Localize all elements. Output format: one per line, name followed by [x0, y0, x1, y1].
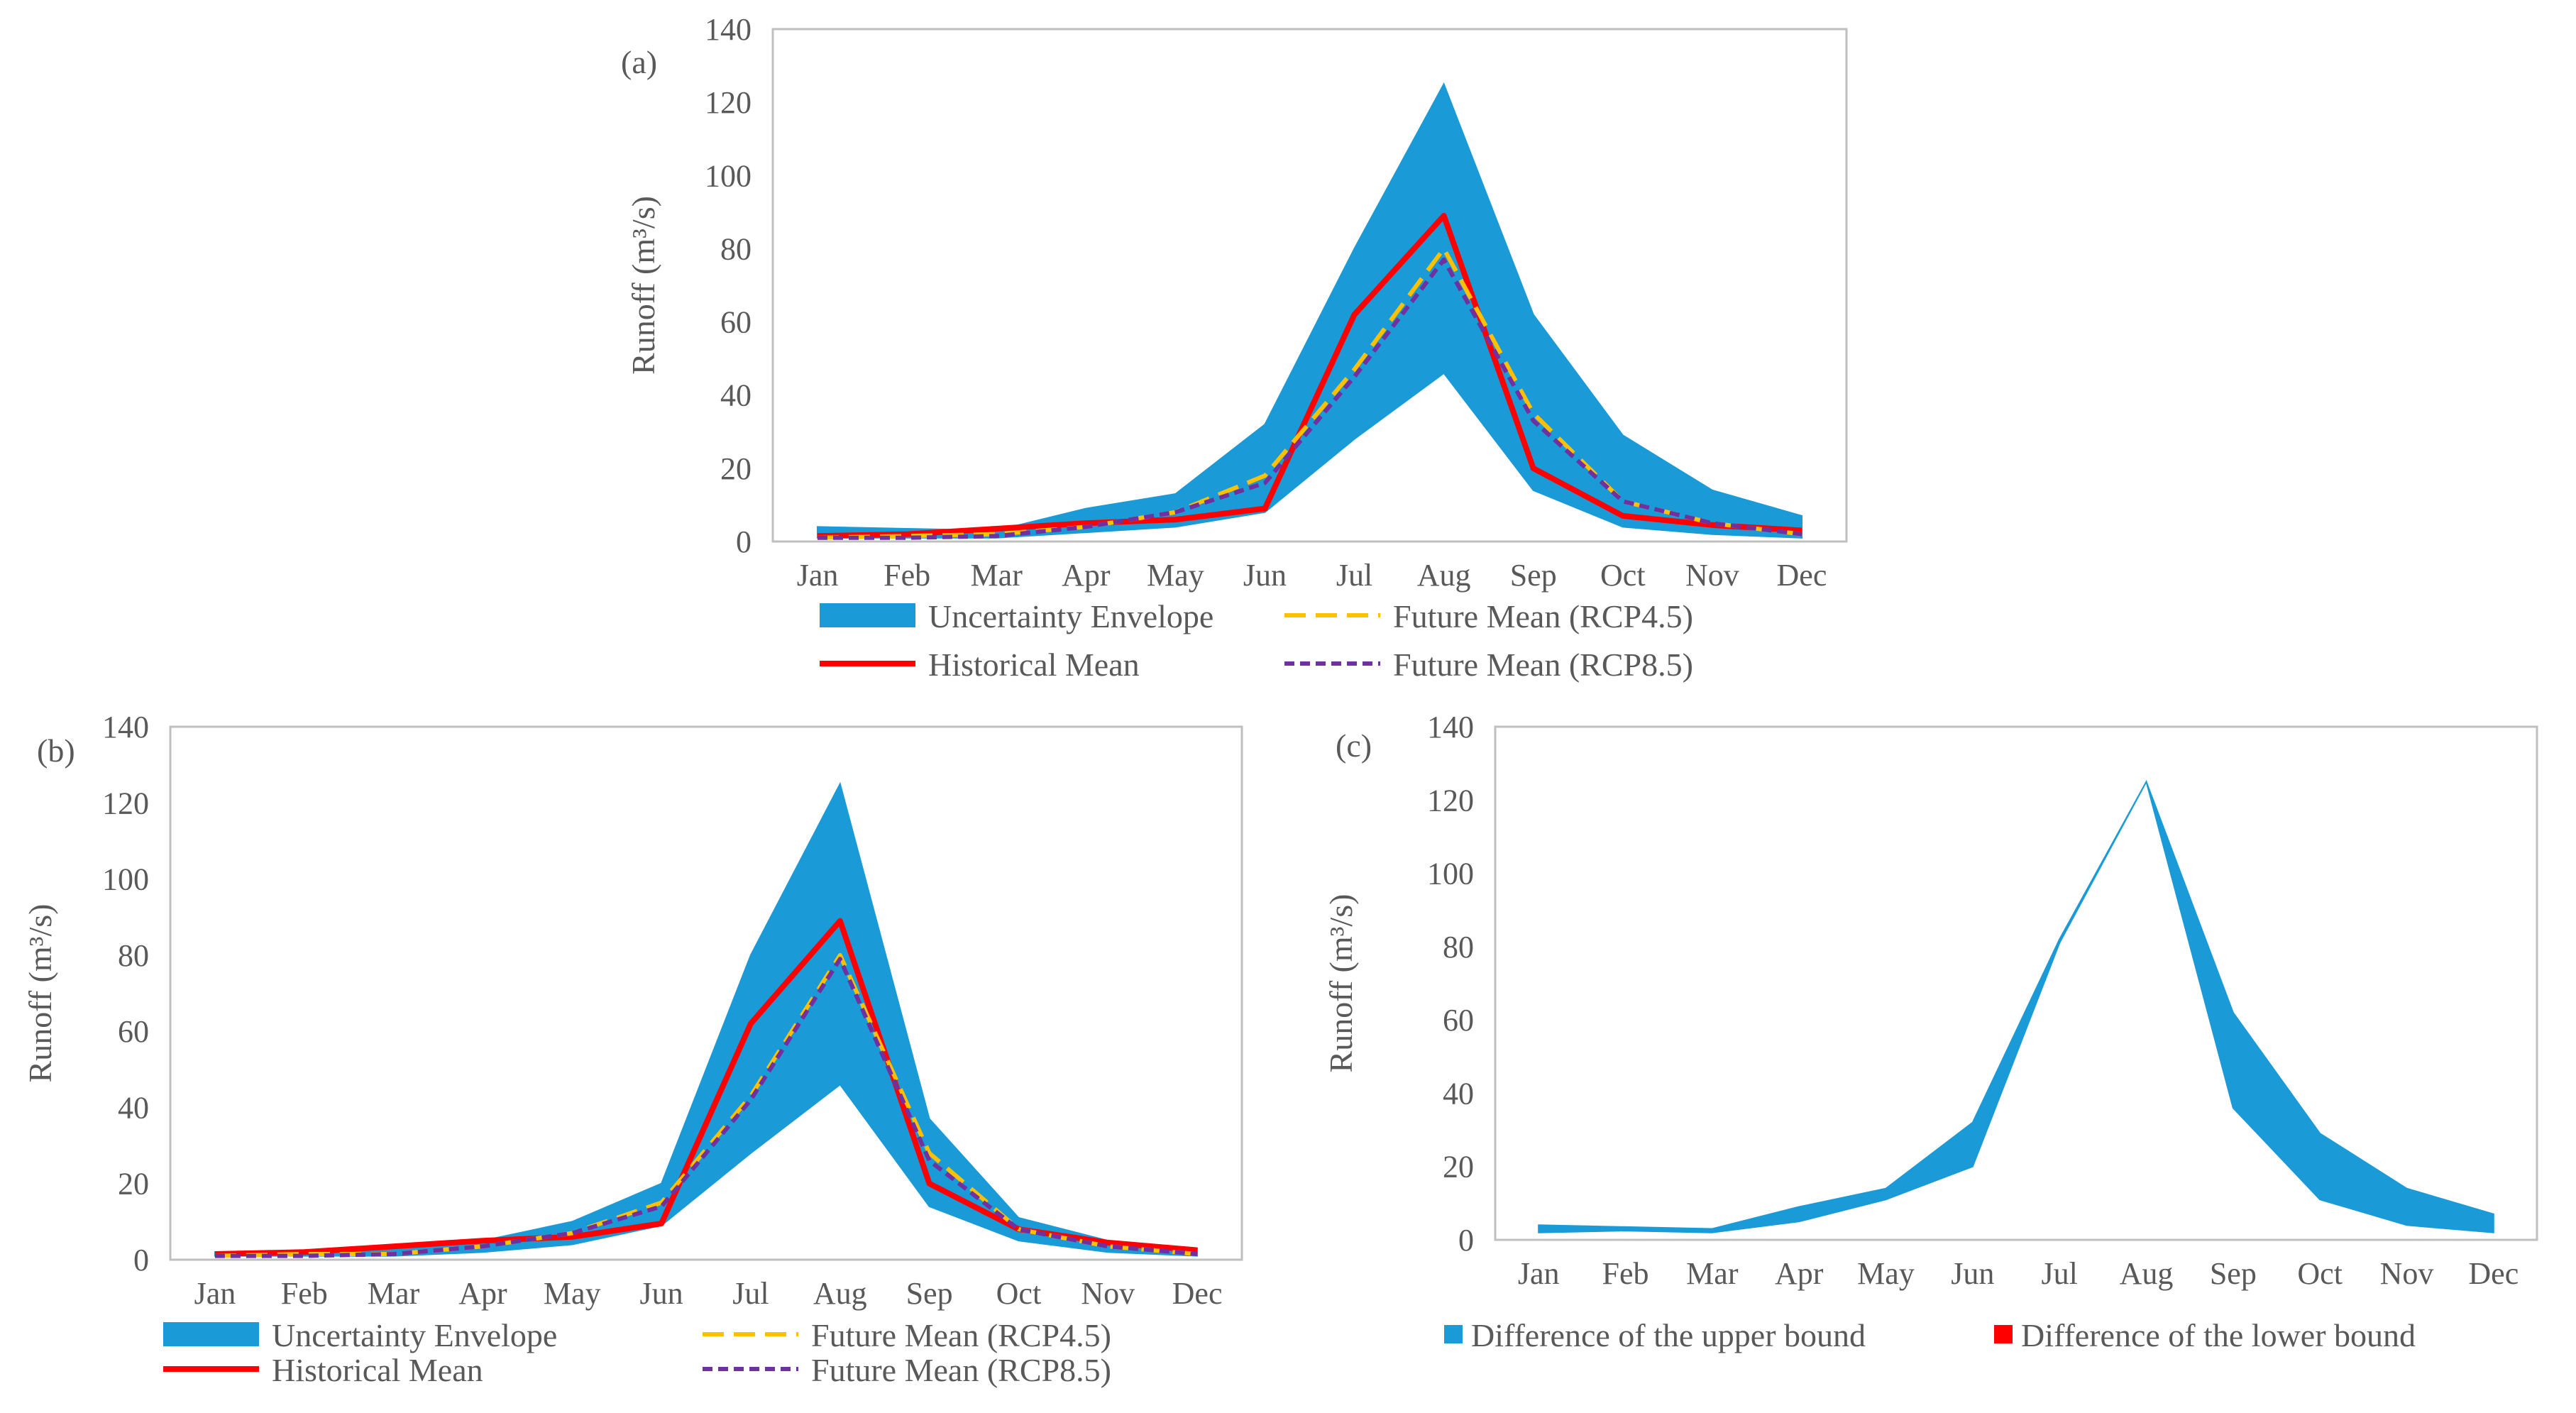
y-axis-title: Runoff (m³/s)	[625, 196, 661, 375]
y-tick-label: 20	[1443, 1150, 1474, 1184]
panel-label: (c)	[1336, 727, 1372, 764]
x-tick-label: Feb	[281, 1276, 328, 1311]
x-tick-label: Sep	[906, 1276, 953, 1311]
series-line-future-mean-rcp8-5-	[818, 257, 1802, 540]
x-tick-label: Dec	[1172, 1276, 1223, 1311]
plot-area	[169, 725, 1243, 1261]
y-tick-label: 80	[720, 231, 752, 266]
legend-label: Future Mean (RCP4.5)	[1393, 598, 1693, 634]
y-tick-label: 60	[1443, 1003, 1474, 1038]
x-tick-label: Oct	[2297, 1256, 2343, 1291]
y-tick-label: 120	[705, 85, 752, 120]
legend-label: Future Mean (RCP4.5)	[811, 1317, 1111, 1353]
x-tick-label: May	[544, 1276, 601, 1311]
y-tick-label: 40	[720, 378, 752, 413]
x-tick-label: Jun	[1243, 558, 1287, 593]
legend-label: Future Mean (RCP8.5)	[1393, 647, 1693, 683]
plot-area	[1494, 725, 2538, 1241]
x-tick-label: Mar	[1686, 1256, 1739, 1291]
x-tick-label: Jul	[732, 1276, 769, 1311]
legend-label: Historical Mean	[272, 1352, 483, 1388]
x-tick-label: Aug	[813, 1276, 867, 1311]
x-tick-label: Mar	[971, 558, 1023, 593]
y-tick-label: 80	[118, 938, 149, 973]
y-tick-label: 140	[1427, 710, 1474, 744]
y-tick-label: 0	[736, 524, 752, 559]
x-tick-label: Nov	[2380, 1256, 2434, 1291]
legend-label: Difference of the lower bound	[2021, 1317, 2416, 1353]
uncertainty-envelope-area	[817, 82, 1802, 539]
y-tick-label: 100	[102, 862, 149, 897]
y-tick-label: 20	[720, 451, 752, 486]
y-tick-label: 60	[720, 305, 752, 340]
x-tick-label: Apr	[1062, 558, 1111, 593]
legend-label: Historical Mean	[928, 647, 1140, 683]
series-line-future-mean-rcp8-5-	[214, 957, 1198, 1258]
x-tick-label: Jan	[1518, 1256, 1560, 1291]
legend-swatch-square	[1444, 1325, 1463, 1343]
x-tick-label: Jan	[194, 1276, 236, 1311]
panel-b: (b) 0 20 40 60 80 100 120 140 Runoff (m³/s) Jan Feb…	[22, 710, 1243, 1388]
x-tick-label: Sep	[2210, 1256, 2257, 1291]
x-tick-label: Nov	[1685, 558, 1739, 593]
panel-label: (b)	[37, 732, 75, 769]
y-tick-label: 60	[118, 1014, 149, 1049]
y-tick-label: 20	[118, 1167, 149, 1202]
x-tick-label: Jul	[1336, 558, 1372, 593]
difference-band-0	[1538, 779, 2494, 1233]
x-tick-label: Jun	[640, 1276, 683, 1311]
x-tick-label: Oct	[1600, 558, 1646, 593]
panel-c: (c) 0 20 40 60 80 100 120 140 Runoff (m³/s) Jan Feb…	[1323, 710, 2538, 1353]
x-tick-label: Apr	[458, 1276, 507, 1311]
y-tick-label: 0	[1458, 1223, 1474, 1258]
legend-swatch-envelope	[820, 603, 915, 627]
x-tick-label: Jun	[1951, 1256, 1994, 1291]
legend-label: Uncertainty Envelope	[928, 598, 1213, 634]
y-tick-label: 140	[705, 12, 752, 47]
x-tick-label: Dec	[2468, 1256, 2519, 1291]
legend-swatch-square	[1994, 1325, 2013, 1343]
series-line-historical-mean	[817, 213, 1802, 539]
legend-label: Difference of the upper bound	[1471, 1317, 1866, 1353]
y-tick-label: 40	[118, 1090, 149, 1125]
x-tick-label: Feb	[1602, 1256, 1649, 1291]
x-tick-label: Feb	[884, 558, 930, 593]
uncertainty-envelope-area	[214, 781, 1199, 1257]
x-tick-label: Jul	[2041, 1256, 2077, 1291]
x-tick-label: May	[1857, 1256, 1915, 1291]
x-tick-label: Aug	[1417, 558, 1471, 593]
plot-area	[771, 28, 1848, 543]
legend-label: Future Mean (RCP8.5)	[811, 1352, 1111, 1388]
y-tick-label: 80	[1443, 930, 1474, 964]
panel-label: (a)	[621, 44, 657, 80]
x-tick-label: Nov	[1081, 1276, 1135, 1311]
x-tick-label: Sep	[1510, 558, 1557, 593]
panel-a: (a) 0 20 40 60 80 100 120 140 Runoff (m³/s) Jan Feb…	[621, 12, 1848, 683]
legend-swatch-envelope	[163, 1322, 259, 1346]
y-tick-label: 120	[102, 786, 149, 820]
x-tick-label: Dec	[1777, 558, 1827, 593]
x-tick-label: May	[1147, 558, 1204, 593]
y-tick-label: 100	[1427, 857, 1474, 891]
x-tick-label: Oct	[996, 1276, 1042, 1311]
x-tick-label: Apr	[1775, 1256, 1824, 1291]
y-tick-label: 40	[1443, 1076, 1474, 1111]
x-tick-label: Mar	[368, 1276, 420, 1311]
legend-label: Uncertainty Envelope	[272, 1317, 557, 1353]
y-axis-title: Runoff (m³/s)	[1323, 894, 1359, 1073]
x-tick-label: Aug	[2120, 1256, 2174, 1291]
y-tick-label: 0	[133, 1243, 149, 1277]
y-tick-label: 120	[1427, 783, 1474, 818]
y-tick-label: 100	[705, 158, 752, 193]
y-tick-label: 140	[102, 710, 149, 744]
x-tick-label: Jan	[797, 558, 839, 593]
y-axis-title: Runoff (m³/s)	[22, 904, 58, 1083]
